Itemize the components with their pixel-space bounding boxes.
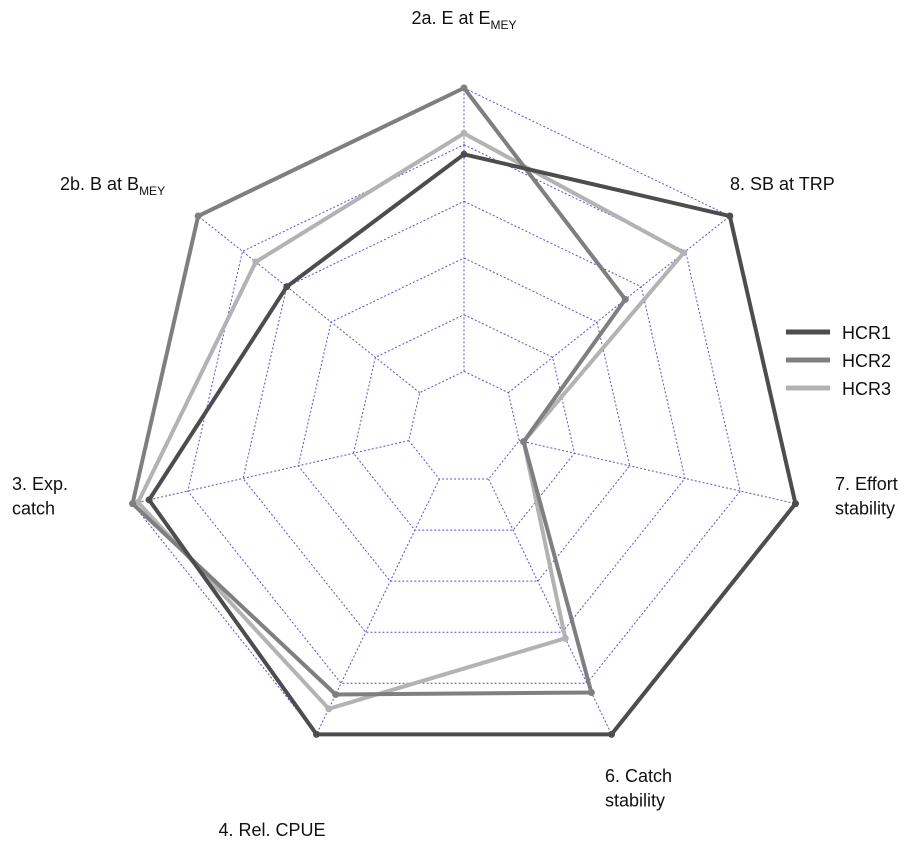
grid-spoke	[132, 440, 409, 505]
series-line-hcr3	[136, 131, 686, 711]
legend: HCR1 HCR2 HCR3	[786, 323, 891, 399]
axis-label: 3. Exp. catch	[12, 474, 68, 518]
grid-spoke	[197, 215, 421, 394]
axis-label: 2b. B at BMEY	[60, 174, 165, 198]
data-point-hcr1	[791, 500, 799, 508]
grid-spoke	[519, 440, 796, 505]
data-point-hcr3	[680, 249, 688, 257]
axis-label: 4. Rel. CPUE	[218, 820, 325, 840]
data-point-hcr3	[325, 705, 333, 713]
data-point-hcr1	[283, 283, 291, 291]
data-point-hcr2	[194, 212, 202, 220]
data-point-hcr3	[460, 129, 468, 137]
grid-spoke	[507, 215, 731, 394]
data-point-hcr3	[252, 258, 260, 266]
data-point-hcr2	[587, 688, 595, 696]
radar-grid	[131, 87, 797, 735]
legend-label-hcr1: HCR1	[842, 323, 891, 343]
grid-spoke	[488, 478, 612, 735]
axis-label: 6. Catch stability	[605, 766, 672, 810]
legend-label-hcr3: HCR3	[842, 379, 891, 399]
data-point-hcr1	[145, 496, 153, 504]
data-point-hcr1	[460, 150, 468, 158]
series-line-hcr2	[130, 86, 628, 697]
legend-label-hcr2: HCR2	[842, 351, 891, 371]
grid-ring	[352, 314, 576, 531]
data-point-hcr2	[129, 500, 137, 508]
data-point-hcr2	[332, 691, 340, 699]
data-point-hcr2	[520, 438, 528, 446]
grid-ring	[187, 144, 741, 684]
data-point-hcr1	[726, 212, 734, 220]
radar-series	[129, 84, 799, 738]
grid-ring	[242, 200, 686, 633]
grid-ring	[408, 370, 520, 480]
series-line-hcr1	[147, 152, 798, 737]
axis-label: 2a. E at EMEY	[411, 8, 516, 32]
series-hcr1	[145, 150, 799, 738]
axis-label: 7. Effort stability	[835, 474, 898, 518]
grid-ring	[131, 87, 797, 735]
data-point-hcr2	[621, 295, 629, 303]
data-point-hcr2	[460, 84, 468, 92]
data-point-hcr3	[134, 498, 142, 506]
series-hcr2	[129, 84, 629, 699]
data-point-hcr1	[608, 730, 616, 738]
data-point-hcr3	[561, 634, 569, 642]
series-hcr3	[134, 129, 688, 713]
axis-labels: 2a. E at EMEY 8. SB at TRP 7. Effort stabil…	[12, 8, 898, 840]
data-point-hcr1	[312, 730, 320, 738]
axis-label: 8. SB at TRP	[730, 174, 835, 194]
